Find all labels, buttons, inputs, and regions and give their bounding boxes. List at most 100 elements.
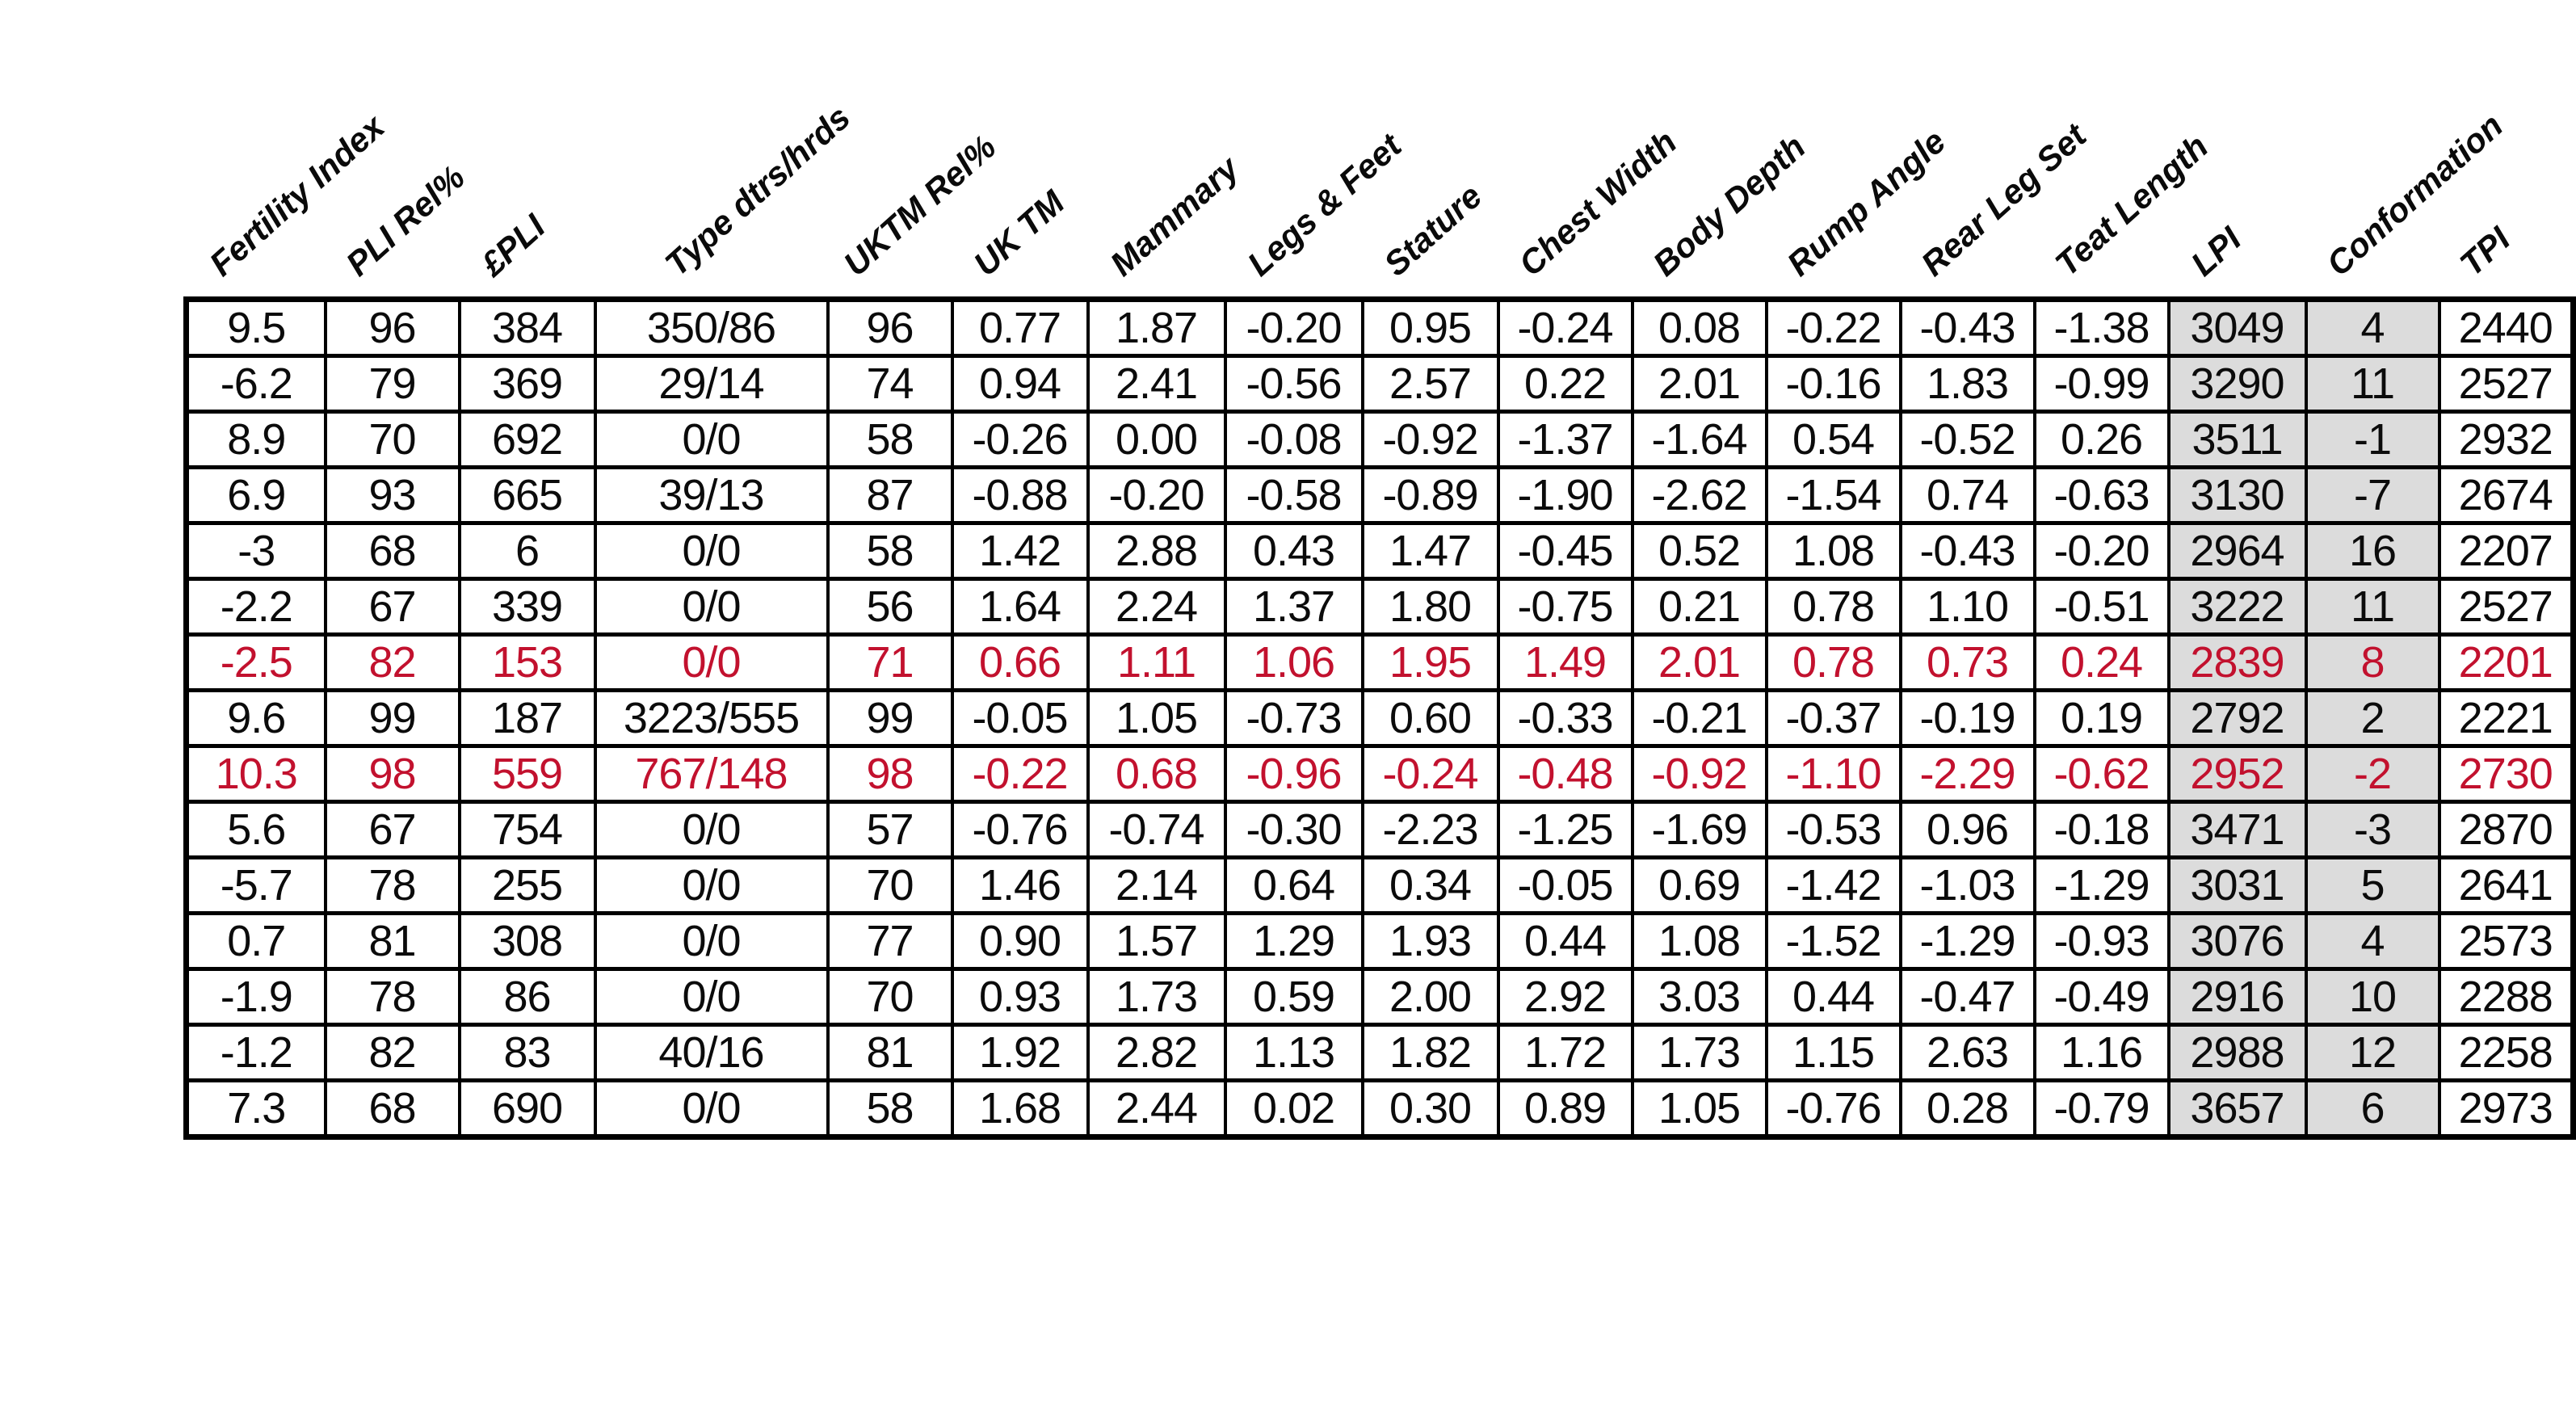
- cell-pli-rel: 96: [323, 297, 461, 358]
- cell-chest-width: 1.49: [1496, 632, 1634, 692]
- sire-proof-table: 9.5 96 384 350/86 96 0.77 1.87 -0.20 0.95 -0.24 0.…: [183, 296, 2576, 1140]
- cell-lpi: 3657: [2166, 1078, 2308, 1139]
- cell-chest-width: -0.33: [1496, 688, 1634, 748]
- table-row: -5.7 78 255 0/0 70 1.46 2.14 0.64 0.34 -0.05 0.69-…: [184, 855, 2575, 915]
- cell-mammary: 1.57: [1086, 911, 1227, 971]
- cell-rump-angle: -1.52: [1764, 911, 1902, 971]
- cell-type-dtrs-hrds: 350/86: [593, 297, 830, 358]
- cell-rump-angle: -0.76: [1764, 1078, 1902, 1139]
- cell-teat-length: -1.29: [2032, 855, 2170, 915]
- cell-pli: 754: [457, 800, 597, 859]
- table-row: 8.9 70 692 0/0 58 -0.26 0.00 -0.08 -0.92 -1.37 -1.…: [184, 410, 2575, 469]
- cell-uktm-rel: 74: [826, 354, 954, 414]
- cell-mammary: 1.05: [1086, 688, 1227, 748]
- cell-legs-feet: 1.13: [1223, 1023, 1364, 1082]
- cell-type-dtrs-hrds: 0/0: [593, 1078, 830, 1139]
- cell-teat-length: -0.93: [2032, 911, 2170, 971]
- cell-pli: 339: [457, 577, 597, 637]
- cell-fertility-index: -3: [184, 521, 327, 581]
- cell-conformation: 11: [2304, 577, 2441, 637]
- cell-pli-rel: 78: [323, 855, 461, 915]
- cell-body-depth: -2.62: [1630, 465, 1768, 525]
- cell-uktm-rel: 70: [826, 855, 954, 915]
- cell-stature: 1.47: [1360, 521, 1500, 581]
- cell-teat-length: -0.49: [2032, 967, 2170, 1027]
- cell-tpi: 2870: [2437, 800, 2575, 859]
- cell-pli: 83: [457, 1023, 597, 1082]
- cell-rump-angle: -0.16: [1764, 354, 1902, 414]
- table-row: -2.2 67 339 0/0 56 1.64 2.24 1.37 1.80 -0.75 0.21 0…: [184, 577, 2575, 637]
- cell-conformation: -3: [2304, 800, 2441, 859]
- cell-pli: 369: [457, 354, 597, 414]
- cell-legs-feet: -0.56: [1223, 354, 1364, 414]
- cell-chest-width: 2.92: [1496, 967, 1634, 1027]
- cell-conformation: 11: [2304, 354, 2441, 414]
- cell-chest-width: -1.37: [1496, 410, 1634, 469]
- cell-type-dtrs-hrds: 0/0: [593, 632, 830, 692]
- cell-uktm-rel: 57: [826, 800, 954, 859]
- cell-uk-tm: 0.66: [950, 632, 1090, 692]
- cell-lpi: 2952: [2166, 744, 2308, 804]
- cell-type-dtrs-hrds: 40/16: [593, 1023, 830, 1082]
- cell-chest-width: -1.90: [1496, 465, 1634, 525]
- cell-pli: 255: [457, 855, 597, 915]
- cell-legs-feet: -0.58: [1223, 465, 1364, 525]
- cell-type-dtrs-hrds: 29/14: [593, 354, 830, 414]
- cell-fertility-index: 9.6: [184, 688, 327, 748]
- cell-fertility-index: -6.2: [184, 354, 327, 414]
- cell-stature: 0.60: [1360, 688, 1500, 748]
- cell-uktm-rel: 96: [826, 297, 954, 358]
- cell-pli-rel: 82: [323, 632, 461, 692]
- cell-teat-length: -1.38: [2032, 297, 2170, 358]
- cell-lpi: 2792: [2166, 688, 2308, 748]
- cell-type-dtrs-hrds: 0/0: [593, 911, 830, 971]
- cell-stature: -2.23: [1360, 800, 1500, 859]
- cell-rump-angle: -0.22: [1764, 297, 1902, 358]
- cell-legs-feet: -0.96: [1223, 744, 1364, 804]
- cell-rump-angle: 0.44: [1764, 967, 1902, 1027]
- cell-body-depth: 2.01: [1630, 354, 1768, 414]
- cell-uktm-rel: 58: [826, 1078, 954, 1139]
- cell-mammary: 2.24: [1086, 577, 1227, 637]
- cell-uktm-rel: 81: [826, 1023, 954, 1082]
- cell-mammary: 0.68: [1086, 744, 1227, 804]
- cell-rear-leg-set: -1.03: [1898, 855, 2036, 915]
- cell-chest-width: -0.48: [1496, 744, 1634, 804]
- cell-uk-tm: 0.93: [950, 967, 1090, 1027]
- cell-tpi: 2973: [2437, 1078, 2575, 1139]
- table-row: 0.7 81 308 0/0 77 0.90 1.57 1.29 1.93 0.44 1.08 -1.…: [184, 911, 2575, 971]
- cell-mammary: 1.87: [1086, 297, 1227, 358]
- cell-conformation: 8: [2304, 632, 2441, 692]
- cell-legs-feet: 0.02: [1223, 1078, 1364, 1139]
- cell-lpi: 2988: [2166, 1023, 2308, 1082]
- cell-conformation: 5: [2304, 855, 2441, 915]
- cell-tpi: 2258: [2437, 1023, 2575, 1082]
- cell-tpi: 2440: [2437, 297, 2575, 358]
- cell-tpi: 2932: [2437, 410, 2575, 469]
- cell-rear-leg-set: 0.74: [1898, 465, 2036, 525]
- cell-legs-feet: 1.06: [1223, 632, 1364, 692]
- cell-pli-rel: 78: [323, 967, 461, 1027]
- cell-type-dtrs-hrds: 0/0: [593, 521, 830, 581]
- cell-fertility-index: -1.2: [184, 1023, 327, 1082]
- cell-teat-length: -0.18: [2032, 800, 2170, 859]
- cell-lpi: 3290: [2166, 354, 2308, 414]
- cell-uktm-rel: 71: [826, 632, 954, 692]
- cell-tpi: 2730: [2437, 744, 2575, 804]
- cell-pli: 153: [457, 632, 597, 692]
- cell-legs-feet: -0.73: [1223, 688, 1364, 748]
- cell-tpi: 2527: [2437, 354, 2575, 414]
- column-header-mammary: Mammary: [1103, 149, 1246, 284]
- cell-pli: 308: [457, 911, 597, 971]
- cell-rump-angle: -1.42: [1764, 855, 1902, 915]
- cell-conformation: 6: [2304, 1078, 2441, 1139]
- cell-body-depth: 0.69: [1630, 855, 1768, 915]
- cell-chest-width: -0.24: [1496, 297, 1634, 358]
- cell-fertility-index: 10.3: [184, 744, 327, 804]
- table-row: -2.5 82 153 0/0 71 0.66 1.11 1.06 1.95 1.49 2.01 0.…: [184, 632, 2575, 692]
- cell-uk-tm: -0.22: [950, 744, 1090, 804]
- cell-stature: 1.80: [1360, 577, 1500, 637]
- column-header-type-dtrs-hrds: Type dtrs/hrds: [658, 98, 858, 284]
- cell-body-depth: 2.01: [1630, 632, 1768, 692]
- cell-mammary: 1.11: [1086, 632, 1227, 692]
